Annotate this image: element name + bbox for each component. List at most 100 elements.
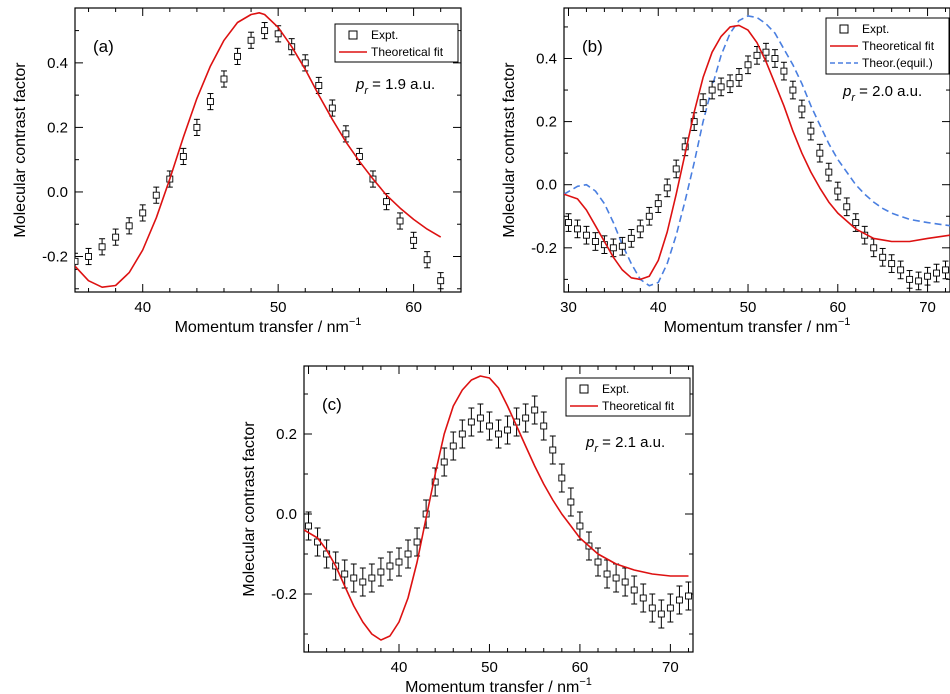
data-point <box>816 143 824 163</box>
data-point <box>582 225 590 245</box>
data-point <box>621 567 629 597</box>
y-tick-label: 0.4 <box>47 55 68 72</box>
x-axis-label-exponent: −1 <box>579 676 592 688</box>
data-point <box>825 162 833 182</box>
data-point <box>906 270 914 289</box>
data-point <box>558 463 566 493</box>
data-point <box>112 228 120 246</box>
y-tick-label: 0.2 <box>276 426 297 443</box>
x-tick-label: 60 <box>572 659 589 676</box>
data-point <box>125 217 133 235</box>
chart-panel-a: 40 50 60 -0.2 0.0 0.2 0.4 Momentum transfer / n… <box>12 7 462 336</box>
y-axis-label: Molecular contrast factor <box>12 62 29 238</box>
legend-entry: Theor.(equil.) <box>830 56 933 70</box>
pr-annotation: pr = 2.1 a.u. <box>585 434 665 455</box>
data-point <box>567 487 575 517</box>
chart-panel-b: 30 40 50 60 70 -0.2 0.0 0.2 0.4 Momentum transfer… <box>501 7 950 336</box>
data-point <box>522 403 530 433</box>
data-point <box>630 575 638 605</box>
y-axis-label: Molecular contrast factor <box>241 421 258 597</box>
data-point <box>717 77 725 97</box>
data-point <box>666 593 674 623</box>
data-point <box>395 547 403 577</box>
x-axis-label: Momentum transfer / nm−1 <box>175 316 362 336</box>
legend-label: Expt. <box>862 22 889 36</box>
data-point <box>437 272 445 290</box>
data-point <box>639 583 647 613</box>
data-point <box>675 585 683 615</box>
pr-annotation: pr = 2.0 a.u. <box>842 83 922 104</box>
data-point <box>636 219 644 239</box>
legend-label: Theoretical fit <box>862 39 935 53</box>
data-point <box>359 567 367 597</box>
data-point <box>98 238 106 256</box>
x-tick-label: 50 <box>740 299 757 316</box>
y-tick-label: -0.2 <box>42 249 68 266</box>
data-point <box>879 247 887 267</box>
data-point <box>726 74 734 94</box>
data-point <box>220 70 228 88</box>
data-point <box>603 559 611 589</box>
legend-label: Expt. <box>602 382 629 396</box>
data-point <box>685 581 692 611</box>
data-point <box>404 539 412 569</box>
data-point <box>591 232 599 251</box>
x-tick-label: 40 <box>391 659 408 676</box>
data-point <box>627 229 635 248</box>
data-point <box>458 419 466 449</box>
plot-frame <box>563 7 950 293</box>
data-point <box>933 263 940 283</box>
data-point <box>771 49 779 68</box>
panel-label: (b) <box>582 37 603 56</box>
legend-label: Expt. <box>371 28 398 42</box>
data-point <box>657 599 665 629</box>
data-point <box>915 271 923 291</box>
data-point <box>413 527 421 557</box>
data-point <box>531 395 539 425</box>
legend: Expt. Theoretical fit <box>565 377 691 417</box>
x-axis-label: Momentum transfer / nm−1 <box>664 316 851 336</box>
legend-marker <box>579 384 589 394</box>
data-point <box>648 593 656 623</box>
data-point <box>843 197 851 217</box>
plot-area <box>564 15 950 291</box>
plot-area <box>75 12 445 290</box>
y-tick-label: 0.2 <box>536 114 557 131</box>
fit-curve <box>75 12 442 288</box>
data-point <box>834 181 842 201</box>
data-point <box>247 31 255 49</box>
data-point <box>645 206 653 226</box>
data-point <box>574 219 581 239</box>
x-axis-label: Momentum transfer / nm−1 <box>405 676 592 694</box>
plot-frame <box>303 365 694 653</box>
data-point <box>654 194 662 213</box>
legend-label: Theoretical fit <box>371 45 444 59</box>
y-tick-label: 0.4 <box>536 50 557 67</box>
data-point <box>612 563 620 593</box>
plot-area <box>304 375 692 641</box>
y-axis-label: Molecular contrast factor <box>501 62 518 238</box>
data-point <box>449 431 457 461</box>
data-point <box>476 403 484 433</box>
legend: Expt. Theoretical fit Theor.(equil.) <box>825 17 950 75</box>
plot-frame <box>74 7 462 293</box>
data-point <box>618 236 626 256</box>
legend-label: Theor.(equil.) <box>862 56 933 70</box>
y-tick-label: -0.2 <box>271 586 297 603</box>
data-point <box>735 68 743 87</box>
x-axis-label-exponent: −1 <box>838 316 851 328</box>
data-point <box>261 22 269 40</box>
x-tick-label: 60 <box>829 299 846 316</box>
data-point <box>942 260 949 280</box>
data-point <box>744 55 752 75</box>
x-tick-label: 30 <box>560 299 577 316</box>
data-point <box>139 204 147 222</box>
data-point <box>350 563 358 593</box>
fit-curve <box>304 375 689 641</box>
chart-panel-c: 40 50 60 70 -0.2 0.0 0.2 Momentum transfer / nm… <box>241 365 694 694</box>
data-point <box>504 415 511 445</box>
data-point <box>576 511 584 541</box>
data-point <box>342 125 350 143</box>
x-tick-label: 70 <box>662 659 679 676</box>
